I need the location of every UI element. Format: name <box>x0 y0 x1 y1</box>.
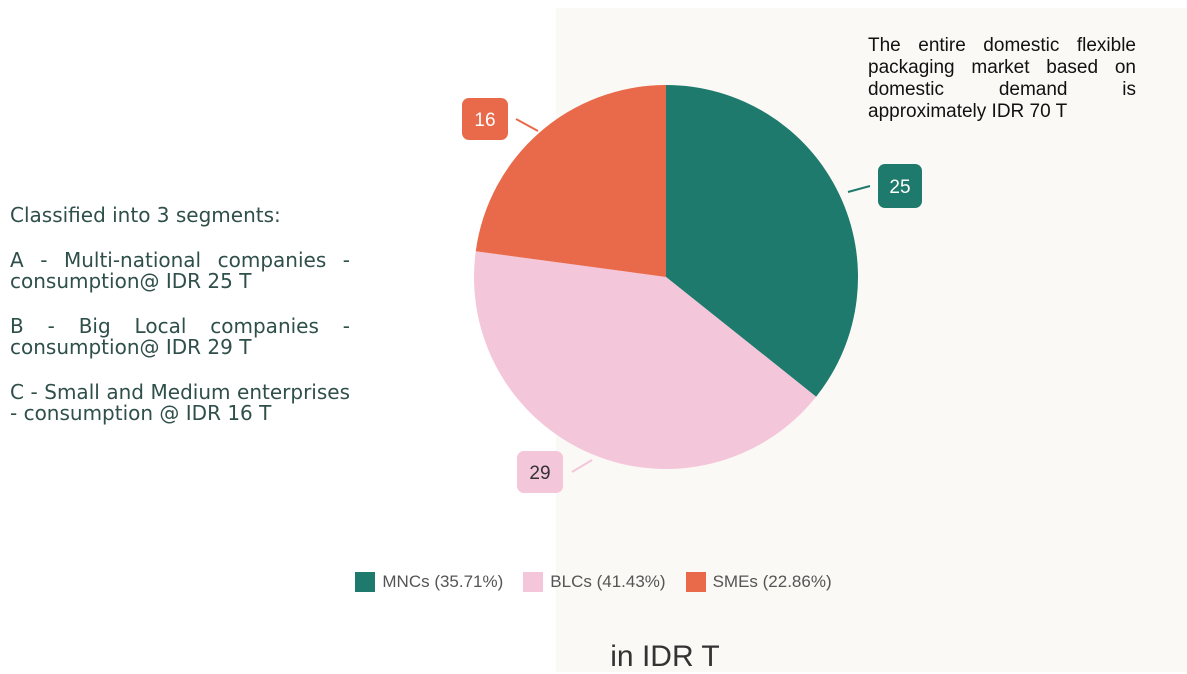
legend-item-mncs[interactable]: MNCs (35.71%) <box>355 572 503 592</box>
legend-swatch-blcs <box>523 572 544 592</box>
data-label-box-mncs <box>878 164 922 208</box>
legend-label-mncs: MNCs (35.71%) <box>382 572 504 591</box>
data-label-leader-mncs <box>847 185 871 193</box>
legend-swatch-smes <box>685 572 706 592</box>
data-label-smes: 16 <box>462 98 539 140</box>
legend-label-smes: SMEs (22.86%) <box>712 572 832 591</box>
data-label-blcs: 29 <box>517 451 593 493</box>
legend-label-blcs: BLCs (41.43%) <box>550 572 666 591</box>
market-size-note: The entire domestic flexible packaging m… <box>868 35 1136 122</box>
legend-item-blcs[interactable]: BLCs (41.43%) <box>523 572 666 592</box>
data-label-leader-smes <box>515 118 539 132</box>
segment-a-text: A - Multi-national companies - consumpti… <box>10 248 350 293</box>
data-label-box-smes <box>462 98 508 140</box>
segment-b-text: B - Big Local companies - consumption@ I… <box>10 314 350 359</box>
pie-slice-smes[interactable] <box>475 85 666 277</box>
chart-legend: MNCs (35.71%) BLCs (41.43%) SMEs (22.86%… <box>0 572 1187 592</box>
unit-label: in IDR T <box>610 640 720 673</box>
segment-c-text: C - Small and Medium enterprises - consu… <box>10 380 350 425</box>
legend-swatch-mncs <box>355 572 376 592</box>
segments-intro: Classified into 3 segments: <box>10 203 281 227</box>
data-label-text-blcs: 29 <box>529 463 550 484</box>
legend-item-smes[interactable]: SMEs (22.86%) <box>685 572 832 592</box>
pie-slice-blcs[interactable] <box>474 251 817 470</box>
pie-slice-mncs[interactable] <box>666 84 859 397</box>
data-label-text-mncs: 25 <box>889 177 910 198</box>
data-label-box-blcs <box>517 451 563 493</box>
data-label-leader-blcs <box>571 459 593 473</box>
data-label-text-smes: 16 <box>474 110 495 131</box>
data-label-mncs: 25 <box>847 164 922 208</box>
segment-description: Classified into 3 segments: A - Multi-na… <box>10 205 350 448</box>
